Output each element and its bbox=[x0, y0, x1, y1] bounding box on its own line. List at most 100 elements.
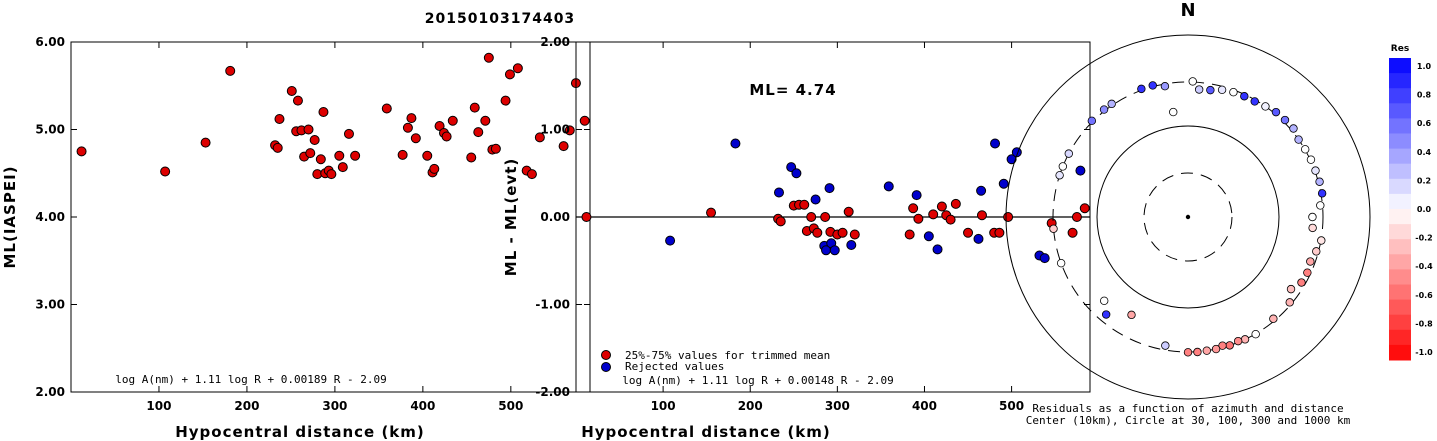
ml-value-label: ML= 4.74 bbox=[749, 81, 836, 99]
residual-point bbox=[843, 206, 854, 217]
residual-point bbox=[973, 233, 984, 244]
station-point bbox=[1315, 177, 1324, 186]
ml-point bbox=[225, 65, 236, 76]
ml-point bbox=[429, 163, 440, 174]
station-point bbox=[1317, 189, 1327, 198]
residual-point bbox=[773, 187, 784, 198]
station-point bbox=[1271, 107, 1281, 117]
residual-point bbox=[837, 227, 848, 238]
y-tick-label: -1.00 bbox=[535, 298, 570, 312]
station-point bbox=[1064, 149, 1074, 158]
ml-point bbox=[490, 143, 501, 154]
colorbar-tick-label: -0.8 bbox=[1415, 319, 1433, 328]
residual-point bbox=[976, 185, 987, 196]
ml-point bbox=[558, 141, 569, 152]
station-point bbox=[1058, 162, 1068, 171]
colorbar-cell bbox=[1389, 254, 1411, 270]
residual-point bbox=[824, 183, 835, 194]
legend-marker-rejected bbox=[601, 362, 611, 372]
residual-point bbox=[936, 201, 947, 212]
colorbar-tick-label: 0.8 bbox=[1417, 91, 1432, 100]
ml-point bbox=[466, 152, 477, 163]
ml-point bbox=[504, 69, 515, 80]
station-point bbox=[1202, 346, 1211, 355]
residual-point bbox=[928, 209, 939, 220]
ml-point bbox=[441, 131, 452, 142]
colorbar-cell bbox=[1389, 118, 1411, 134]
residual-point bbox=[1067, 227, 1078, 238]
station-point bbox=[1100, 296, 1109, 305]
y-tick-label: 2.00 bbox=[540, 35, 570, 49]
colorbar-cells bbox=[1389, 58, 1411, 361]
colorbar-cell bbox=[1389, 178, 1411, 195]
y-tick-label: -2.00 bbox=[535, 385, 570, 399]
ml-point bbox=[500, 95, 511, 106]
ml-points bbox=[76, 52, 590, 180]
circle-30km bbox=[1143, 172, 1233, 262]
circle-100km bbox=[1096, 125, 1280, 309]
ml-point bbox=[305, 148, 316, 159]
residual-point bbox=[849, 229, 860, 240]
residual-point bbox=[799, 199, 810, 210]
colorbar-cell bbox=[1389, 209, 1411, 225]
station-point bbox=[1251, 330, 1260, 339]
station-point bbox=[1194, 85, 1204, 94]
residual-point bbox=[1071, 212, 1082, 222]
station-point bbox=[1099, 105, 1109, 114]
ml-point bbox=[564, 125, 575, 136]
residual-x-label: Hypocentral distance (km) bbox=[581, 423, 831, 441]
residual-y-ticks: -2.00 -1.00 0.00 1.00 2.00 bbox=[535, 35, 1090, 399]
y-tick-label: 2.00 bbox=[35, 385, 65, 399]
residual-point bbox=[976, 210, 987, 221]
colorbar-cell bbox=[1389, 103, 1411, 119]
station-point bbox=[1306, 155, 1316, 164]
colorbar-tick-label: 0.0 bbox=[1417, 205, 1432, 214]
colorbar-cell bbox=[1389, 344, 1411, 361]
ml-point bbox=[309, 135, 320, 145]
colorbar-cell bbox=[1389, 133, 1411, 150]
ml-x-label: Hypocentral distance (km) bbox=[175, 423, 425, 441]
residual-point bbox=[806, 212, 817, 222]
ml-point bbox=[326, 169, 337, 180]
station-point bbox=[1188, 77, 1197, 86]
colorbar-cell bbox=[1389, 284, 1411, 301]
ml-point bbox=[286, 86, 297, 96]
ml-point bbox=[318, 107, 329, 117]
colorbar-cell bbox=[1389, 299, 1411, 316]
ml-point bbox=[343, 128, 354, 139]
station-point bbox=[1211, 344, 1221, 354]
residual-point bbox=[846, 240, 857, 250]
residual-point bbox=[1079, 203, 1090, 214]
station-point bbox=[1087, 116, 1097, 126]
ml-point bbox=[350, 150, 361, 161]
ml-point bbox=[447, 115, 458, 126]
station-point bbox=[1297, 278, 1306, 287]
residual-point bbox=[908, 203, 919, 214]
colorbar-tick-label: -0.2 bbox=[1415, 234, 1433, 243]
colorbar-cell bbox=[1389, 329, 1411, 346]
colorbar-tick-label: -0.6 bbox=[1415, 291, 1433, 300]
legend-label-trimmed: 25%-75% values for trimmed mean bbox=[625, 349, 830, 362]
x-tick-label: 300 bbox=[322, 399, 347, 413]
residual-point bbox=[883, 181, 894, 192]
station-point bbox=[1261, 102, 1270, 111]
station-point bbox=[1161, 341, 1170, 350]
ml-point bbox=[160, 166, 171, 177]
station-point bbox=[1160, 82, 1170, 91]
x-tick-label: 200 bbox=[234, 399, 259, 413]
colorbar-cell bbox=[1389, 314, 1411, 331]
legend-marker-trimmed bbox=[601, 350, 611, 360]
station-point bbox=[1286, 284, 1296, 294]
x-tick-label: 100 bbox=[146, 399, 171, 413]
station-point bbox=[1250, 97, 1259, 106]
colorbar-ticks: 1.0 0.8 0.6 0.4 0.2 0.0 -0.2 -0.4 -0.6 -0.8 -1.0 bbox=[1415, 62, 1433, 357]
residual-point bbox=[1039, 253, 1050, 264]
residual-point bbox=[923, 231, 934, 242]
residual-panel: 100 200 300 400 500 -2.00 -1.00 0.00 1.00 2.00 H… bbox=[502, 35, 1091, 441]
residual-point bbox=[994, 227, 1005, 238]
station-point bbox=[1311, 166, 1320, 175]
colorbar-cell bbox=[1389, 88, 1411, 104]
residual-point bbox=[998, 178, 1009, 189]
station-points bbox=[1049, 77, 1327, 357]
station-point bbox=[1294, 135, 1303, 144]
